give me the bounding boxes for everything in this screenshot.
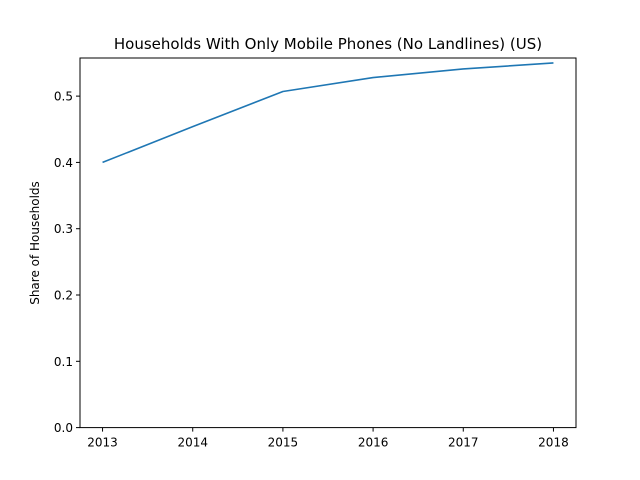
x-tick-label: 2015 — [268, 436, 299, 450]
y-tick-label: 0.2 — [54, 289, 73, 303]
plot-area: 2013 2014 2015 2016 2017 2018 0.0 0.1 0.2 0.3 0.4 0… — [54, 62, 569, 450]
series-line — [102, 62, 554, 164]
x-tick-label: 2013 — [87, 436, 118, 450]
y-tick-label: 0.5 — [54, 90, 73, 104]
x-tick-label: 2014 — [177, 436, 208, 450]
x-tick-label: 2018 — [538, 436, 569, 450]
y-tick-label: 0.4 — [54, 156, 73, 170]
x-tick-label: 2017 — [448, 436, 479, 450]
x-tick-label: 2016 — [358, 436, 389, 450]
y-tick-label: 0.0 — [54, 421, 73, 435]
y-axis-label: Share of Households — [28, 181, 42, 305]
axes-frame — [79, 57, 577, 429]
chart-title: Households With Only Mobile Phones (No L… — [114, 35, 542, 53]
y-tick-label: 0.1 — [54, 355, 73, 369]
y-tick-label: 0.3 — [54, 222, 73, 236]
